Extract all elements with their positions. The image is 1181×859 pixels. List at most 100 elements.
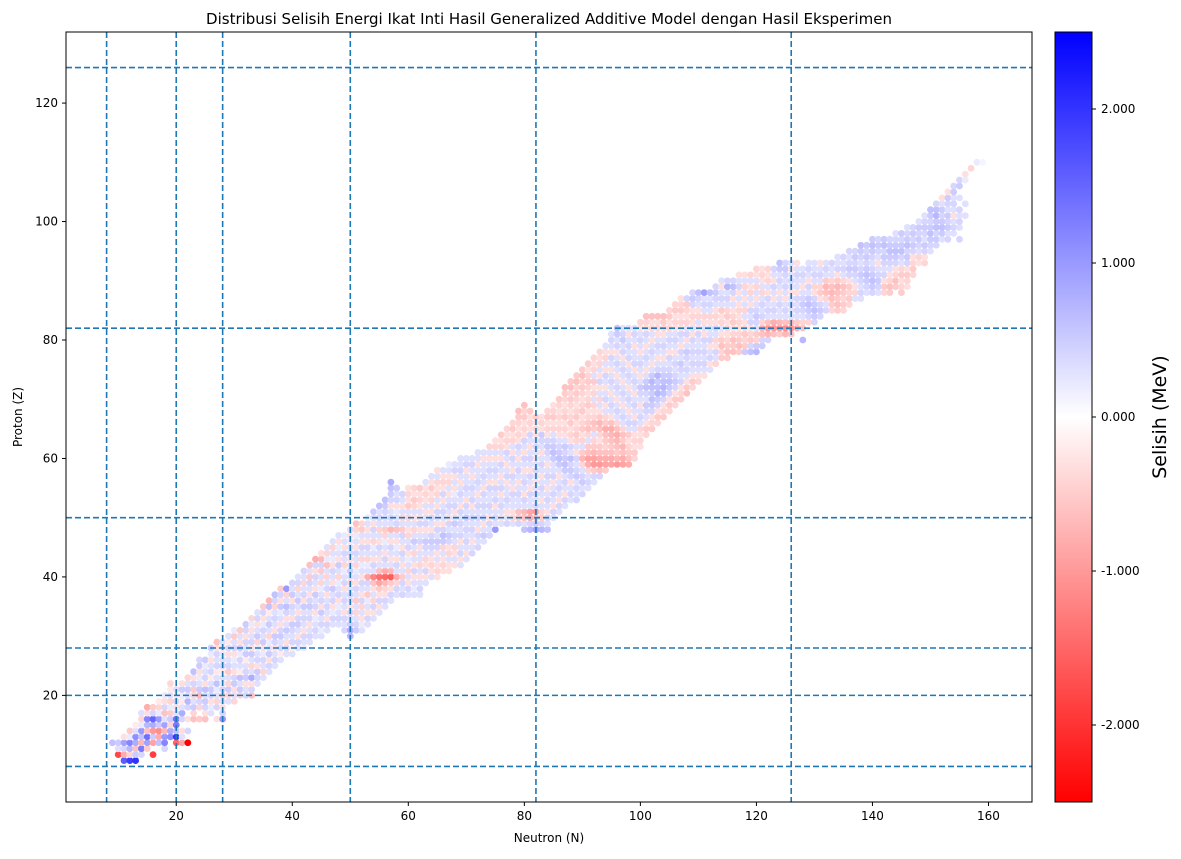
data-point bbox=[555, 502, 563, 510]
data-point bbox=[375, 603, 383, 610]
data-point bbox=[613, 455, 621, 462]
data-point bbox=[317, 585, 325, 593]
data-point bbox=[671, 354, 679, 362]
data-point bbox=[294, 620, 302, 628]
data-point bbox=[619, 419, 627, 427]
data-point bbox=[207, 668, 215, 676]
data-point bbox=[503, 520, 511, 528]
data-point bbox=[236, 656, 244, 664]
data-point bbox=[764, 265, 772, 273]
data-point bbox=[428, 567, 435, 575]
data-point bbox=[625, 378, 633, 385]
data-point bbox=[631, 348, 638, 356]
data-point bbox=[387, 496, 395, 504]
data-point bbox=[358, 532, 366, 539]
data-point bbox=[561, 437, 569, 445]
data-point bbox=[404, 579, 412, 587]
data-point bbox=[683, 354, 691, 362]
data-point bbox=[509, 419, 517, 427]
data-point bbox=[288, 614, 296, 622]
data-point bbox=[596, 401, 604, 409]
data-point bbox=[387, 526, 395, 533]
data-point bbox=[410, 549, 418, 557]
data-point bbox=[288, 579, 296, 587]
data-point bbox=[393, 537, 401, 545]
data-point bbox=[886, 247, 894, 255]
data-point bbox=[404, 561, 412, 569]
data-point bbox=[944, 194, 952, 202]
data-point bbox=[578, 460, 586, 468]
data-point bbox=[248, 626, 256, 634]
data-point bbox=[381, 502, 389, 510]
data-point bbox=[840, 271, 847, 279]
data-point bbox=[138, 733, 145, 741]
data-point bbox=[416, 591, 424, 599]
data-point bbox=[625, 395, 633, 403]
data-point bbox=[573, 425, 580, 433]
data-point bbox=[428, 532, 435, 539]
data-point bbox=[329, 591, 337, 599]
data-point bbox=[161, 703, 169, 711]
data-point bbox=[683, 336, 691, 344]
data-point bbox=[364, 585, 372, 593]
data-point bbox=[178, 703, 186, 711]
data-point bbox=[915, 235, 923, 243]
data-point bbox=[230, 650, 238, 658]
data-point bbox=[677, 312, 685, 320]
data-point bbox=[567, 383, 575, 391]
data-point bbox=[428, 478, 435, 486]
data-point bbox=[509, 449, 517, 456]
data-point bbox=[787, 289, 795, 297]
data-point bbox=[259, 644, 267, 652]
data-point bbox=[776, 265, 784, 273]
data-point bbox=[811, 295, 818, 302]
data-point bbox=[259, 603, 267, 610]
data-point bbox=[433, 472, 441, 480]
data-point bbox=[451, 472, 459, 480]
data-point bbox=[567, 437, 575, 445]
data-point bbox=[573, 419, 580, 427]
data-point bbox=[706, 354, 714, 362]
data-point bbox=[433, 543, 441, 551]
data-point bbox=[555, 472, 563, 480]
data-point bbox=[700, 312, 708, 320]
data-point bbox=[381, 520, 389, 528]
data-point bbox=[433, 502, 441, 510]
data-point bbox=[799, 301, 807, 308]
data-point bbox=[509, 460, 517, 468]
data-point bbox=[549, 413, 557, 421]
data-point bbox=[254, 662, 261, 670]
data-point bbox=[956, 235, 963, 243]
data-point bbox=[404, 543, 412, 551]
data-point bbox=[387, 579, 395, 587]
data-point bbox=[329, 597, 337, 605]
data-point bbox=[404, 484, 412, 492]
data-point bbox=[718, 354, 726, 362]
data-point bbox=[480, 472, 488, 480]
data-point bbox=[549, 419, 557, 427]
data-point bbox=[462, 466, 470, 474]
data-point bbox=[259, 638, 267, 646]
data-point bbox=[416, 496, 424, 504]
data-point bbox=[927, 212, 934, 220]
data-point bbox=[724, 306, 731, 314]
data-point bbox=[364, 537, 372, 545]
data-point bbox=[497, 449, 505, 456]
data-point bbox=[654, 324, 662, 332]
data-point bbox=[503, 466, 511, 474]
data-point bbox=[410, 543, 418, 551]
data-point bbox=[555, 449, 563, 456]
data-point bbox=[729, 295, 737, 302]
data-point bbox=[869, 283, 876, 291]
data-point bbox=[242, 662, 250, 670]
data-point bbox=[451, 537, 459, 545]
data-point bbox=[660, 378, 667, 385]
data-point bbox=[474, 466, 482, 474]
data-point bbox=[880, 247, 888, 255]
data-point bbox=[271, 662, 279, 670]
data-point bbox=[596, 366, 604, 374]
data-point bbox=[689, 312, 696, 320]
data-point bbox=[503, 449, 511, 456]
data-point bbox=[114, 745, 122, 753]
data-point bbox=[520, 407, 528, 415]
